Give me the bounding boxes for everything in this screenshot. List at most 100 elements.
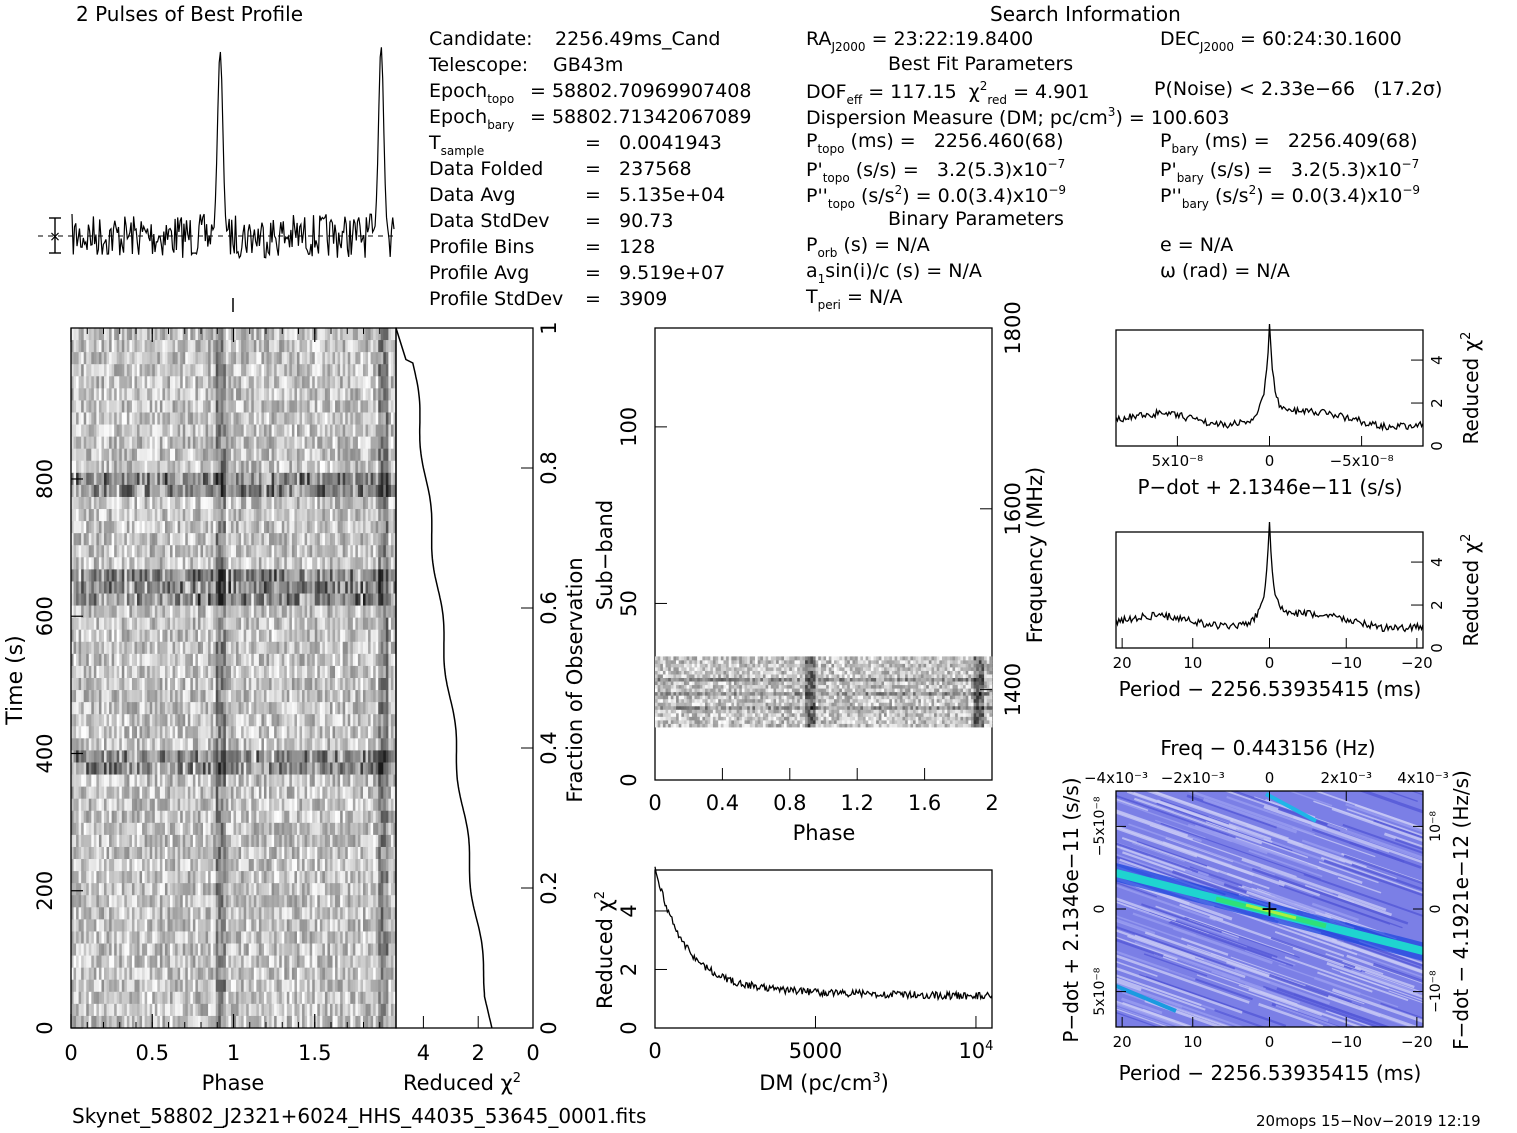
heatmap-cell (266, 750, 270, 763)
heatmap-cell (111, 521, 115, 534)
heatmap-cell (152, 714, 156, 727)
heatmap-cell (248, 448, 252, 462)
heatmap-cell (322, 738, 326, 751)
heatmap-cell (126, 641, 130, 655)
heatmap-cell (365, 448, 369, 462)
heatmap-cell (220, 557, 224, 570)
heatmap-cell (126, 581, 130, 594)
heatmap-cell (111, 509, 115, 522)
heatmap-cell (368, 388, 371, 401)
heatmap-cell (385, 352, 389, 365)
heatmap-cell (350, 460, 354, 474)
heatmap-cell (88, 665, 92, 679)
heatmap-cell (307, 545, 310, 558)
heatmap-cell (175, 641, 178, 655)
heatmap-cell (378, 750, 382, 763)
heatmap-cell (302, 545, 305, 558)
heatmap-cell (251, 665, 255, 679)
heatmap-cell (299, 702, 303, 715)
heatmap-cell (223, 412, 227, 425)
heatmap-cell (93, 533, 97, 546)
heatmap-cell (185, 352, 189, 365)
heatmap-cell (223, 388, 227, 401)
heatmap-cell (319, 472, 323, 486)
heatmap-cell (362, 665, 366, 679)
heatmap-cell (370, 496, 374, 510)
heatmap-cell (121, 545, 125, 558)
heatmap-cell (296, 424, 300, 437)
heatmap-cell (289, 496, 293, 510)
heatmap-cell (352, 750, 356, 763)
heatmap-cell (203, 569, 206, 582)
heatmap-cell (360, 436, 364, 449)
heatmap-cell (324, 557, 328, 570)
heatmap-cell (253, 641, 257, 655)
heatmap-cell (345, 436, 349, 449)
heatmap-cell (152, 472, 156, 486)
heatmap-cell (230, 738, 234, 751)
heatmap-cell (393, 388, 396, 401)
heatmap-cell (335, 702, 338, 715)
heatmap-cell (393, 328, 396, 341)
heatmap-cell (385, 593, 389, 606)
heatmap-cell (124, 581, 128, 594)
heatmap-cell (327, 400, 331, 413)
heatmap-cell (378, 400, 382, 413)
heatmap-cell (360, 593, 364, 606)
heatmap-cell (104, 509, 107, 522)
heatmap-cell (380, 436, 384, 449)
heatmap-cell (340, 726, 343, 739)
heatmap-cell (121, 678, 125, 691)
heatmap-cell (187, 400, 191, 413)
heatmap-cell (192, 545, 196, 558)
heatmap-cell (78, 352, 82, 365)
heatmap-cell (71, 376, 74, 389)
heatmap-cell (139, 533, 143, 546)
heatmap-cell (78, 605, 82, 618)
heatmap-cell (304, 436, 308, 449)
heatmap-cell (284, 726, 288, 739)
heatmap-cell (365, 472, 369, 486)
heatmap-cell (289, 750, 293, 763)
heatmap-cell (137, 653, 140, 667)
heatmap-cell (362, 484, 366, 498)
heatmap-cell (253, 605, 257, 618)
heatmap-cell (137, 364, 140, 377)
heatmap-cell (192, 328, 196, 341)
heatmap-cell (241, 412, 244, 425)
heatmap-cell (332, 690, 336, 703)
heatmap-cell (109, 762, 112, 775)
heatmap-cell (147, 364, 151, 377)
heatmap-cell (368, 690, 371, 703)
heatmap-cell (383, 641, 387, 655)
heatmap-cell (111, 605, 115, 618)
heatmap-cell (274, 557, 277, 570)
heatmap-cell (286, 714, 290, 727)
heatmap-cell (365, 340, 369, 353)
heatmap-cell (96, 388, 100, 401)
heatmap-cell (96, 533, 100, 546)
heatmap-cell (309, 448, 313, 462)
heatmap-cell (269, 376, 272, 389)
heatmap-cell (246, 388, 250, 401)
heatmap-cell (96, 412, 100, 425)
heatmap-cell (357, 702, 361, 715)
info-val-0: 2256.49ms_Cand (555, 28, 721, 50)
heatmap-cell (225, 605, 229, 618)
heatmap-cell (390, 400, 394, 413)
heatmap-cell (329, 484, 333, 498)
heatmap-cell (76, 678, 79, 691)
heatmap-cell (253, 496, 257, 510)
heatmap-cell (131, 436, 135, 449)
heatmap-cell (76, 581, 79, 594)
heatmap-cell (76, 364, 79, 377)
heatmap-cell (180, 786, 184, 799)
heatmap-cell (213, 738, 217, 751)
heatmap-cell (215, 786, 219, 799)
heatmap-cell (251, 484, 255, 498)
heatmap-cell (96, 448, 100, 462)
heatmap-cell (126, 750, 130, 763)
heatmap-cell (296, 376, 300, 389)
heatmap-cell (154, 472, 158, 486)
heatmap-cell (246, 750, 250, 763)
